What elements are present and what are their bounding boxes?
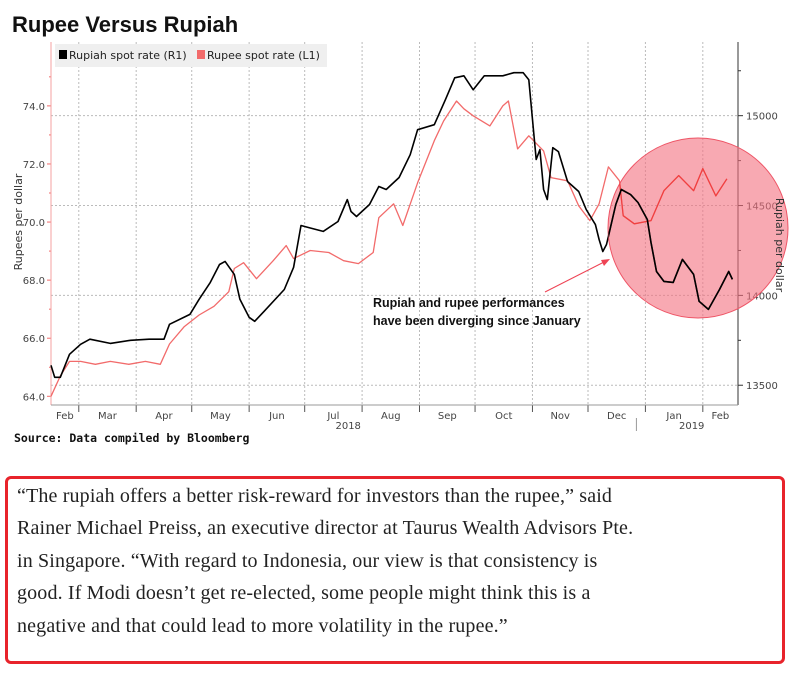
left-axis-tick-label: 70.0 — [23, 218, 45, 229]
x-month-label: Dec — [607, 411, 626, 422]
legend-background — [55, 44, 327, 67]
axes: Feb Mar Apr May Jun Jul Aug Sep Oct Nov Dec Jan Feb 2… — [23, 42, 778, 432]
x-month-label: Jul — [326, 411, 339, 422]
x-month-label: Feb — [56, 411, 74, 422]
x-month-label: Sep — [438, 411, 457, 422]
rupiah-line-highlighted — [608, 138, 734, 318]
annotation-line-1: Rupiah and rupee performances — [373, 296, 565, 310]
x-month-label: Feb — [712, 411, 730, 422]
left-axis-tick-label: 68.0 — [23, 276, 45, 287]
x-month-label: Oct — [495, 411, 512, 422]
quote-line-5: negative and that could lead to more vol… — [17, 615, 508, 637]
highlight-circle — [607, 137, 789, 319]
annotation-line-2: have been diverging since January — [373, 314, 581, 328]
quote-line-1: “The rupiah offers a better risk-reward … — [17, 485, 613, 507]
legend-swatch-rupiah — [59, 50, 67, 59]
x-month-label: Jun — [268, 411, 285, 422]
right-axis-label: Rupiah per dollar — [773, 198, 786, 293]
left-axis-tick-label: 72.0 — [23, 160, 45, 171]
source-note: Source: Data compiled by Bloomberg — [14, 431, 249, 445]
annotation-arrow — [544, 259, 609, 293]
left-axis-label: Rupees per dollar — [12, 173, 25, 270]
x-month-label: May — [210, 411, 231, 422]
left-axis-tick-label: 66.0 — [23, 334, 45, 345]
x-month-label: Aug — [381, 411, 401, 422]
x-month-label: Apr — [155, 411, 173, 422]
quote-line-2: Rainer Michael Preiss, an executive dire… — [17, 517, 634, 539]
right-axis-tick-label: 14000 — [746, 291, 778, 302]
quote-box: “The rupiah offers a better risk-reward … — [5, 476, 785, 664]
chart-title: Rupee Versus Rupiah — [12, 12, 238, 37]
chart: Rupee Versus Rupiah Feb Mar Apr May Jun Jul Au… — [12, 12, 789, 445]
left-axis-tick-label: 74.0 — [23, 102, 45, 113]
x-month-label: Jan — [665, 411, 681, 422]
quote-line-3: in Singapore. “With regard to Indonesia,… — [17, 550, 598, 572]
x-year-label: 2018 — [335, 421, 360, 432]
rupee-line — [50, 100, 728, 397]
x-month-label: Mar — [98, 411, 118, 422]
left-axis-tick-label: 64.0 — [23, 392, 45, 403]
legend: Rupiah spot rate (R1) Rupee spot rate (L… — [55, 44, 327, 67]
x-year-label: 2019 — [679, 421, 704, 432]
legend-label-rupiah: Rupiah spot rate (R1) — [69, 49, 187, 62]
quote-line-4: good. If Modi doesn’t get re-elected, so… — [17, 582, 591, 604]
legend-swatch-rupee — [197, 50, 205, 59]
right-axis-tick-label: 13500 — [746, 381, 778, 392]
annotation-arrowhead — [601, 259, 610, 266]
legend-label-rupee: Rupee spot rate (L1) — [207, 49, 320, 62]
right-axis-tick-label: 15000 — [746, 112, 778, 123]
x-month-label: Nov — [550, 411, 570, 422]
